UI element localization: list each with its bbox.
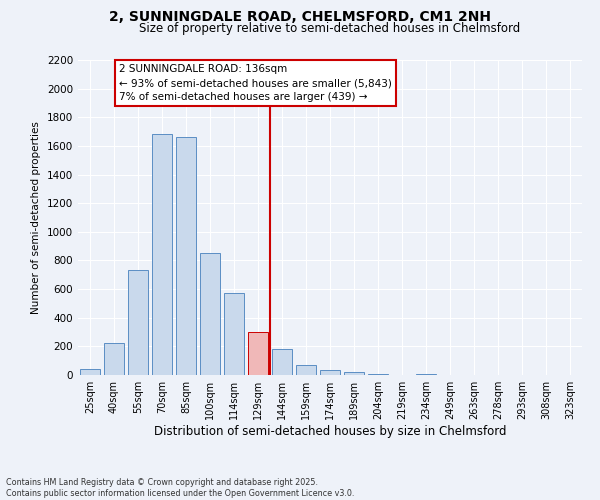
Bar — [224, 294, 244, 375]
Text: 2 SUNNINGDALE ROAD: 136sqm
← 93% of semi-detached houses are smaller (5,843)
7% : 2 SUNNINGDALE ROAD: 136sqm ← 93% of semi… — [119, 64, 392, 102]
Bar — [368, 374, 388, 375]
X-axis label: Distribution of semi-detached houses by size in Chelmsford: Distribution of semi-detached houses by … — [154, 425, 506, 438]
Bar — [128, 270, 148, 375]
Bar — [272, 348, 292, 375]
Bar — [104, 343, 124, 375]
Bar — [344, 372, 364, 375]
Bar — [152, 134, 172, 375]
Title: Size of property relative to semi-detached houses in Chelmsford: Size of property relative to semi-detach… — [139, 22, 521, 35]
Bar — [416, 374, 436, 375]
Bar — [80, 370, 100, 375]
Y-axis label: Number of semi-detached properties: Number of semi-detached properties — [31, 121, 41, 314]
Bar — [296, 365, 316, 375]
Text: 2, SUNNINGDALE ROAD, CHELMSFORD, CM1 2NH: 2, SUNNINGDALE ROAD, CHELMSFORD, CM1 2NH — [109, 10, 491, 24]
Bar — [176, 138, 196, 375]
Bar — [248, 332, 268, 375]
Bar — [320, 370, 340, 375]
Bar — [200, 254, 220, 375]
Text: Contains HM Land Registry data © Crown copyright and database right 2025.
Contai: Contains HM Land Registry data © Crown c… — [6, 478, 355, 498]
